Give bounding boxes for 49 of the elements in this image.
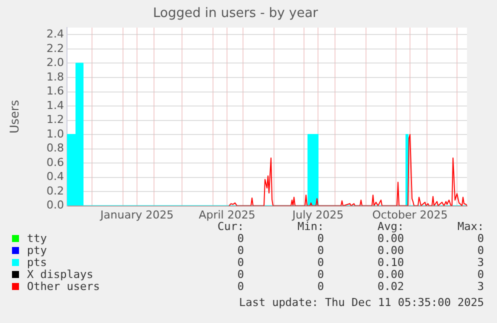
text: Min: — [298, 220, 324, 233]
legend-label: Other users — [26, 280, 101, 293]
text: 0 — [316, 280, 324, 293]
y-tick-label: 1.6 — [46, 84, 64, 98]
text: 0 — [236, 256, 244, 269]
y-tick-label: 2.4 — [46, 28, 64, 41]
y-tick-label: 0.0 — [46, 198, 64, 212]
y-tick-label: 2.0 — [46, 56, 64, 70]
text: 0 — [476, 268, 484, 281]
legend-label: tty — [26, 232, 48, 245]
text: Avg: — [376, 220, 404, 233]
text: Cur: — [218, 220, 244, 233]
legend-label: X displays — [26, 268, 94, 281]
legend-label: pts — [26, 256, 48, 269]
y-tick-label: 0.4 — [46, 170, 64, 184]
y-tick-label: 0.2 — [46, 184, 64, 198]
text: Last update: Thu Dec 11 05:35:00 2025 — [238, 296, 484, 309]
y-tick-label: 1.0 — [46, 127, 64, 140]
x-tick-label: October 2025 — [372, 208, 448, 222]
x-tick-label: July 2025 — [291, 208, 344, 222]
y-tick-label: 1.8 — [46, 70, 64, 84]
y-tick-label: 1.2 — [46, 113, 64, 126]
y-tick-label: 2.2 — [46, 42, 64, 55]
text: 0 — [236, 280, 244, 293]
text: 0 — [236, 232, 244, 245]
text: 0 — [236, 244, 244, 257]
text: 0 — [316, 256, 324, 269]
x-tick-label: April 2025 — [198, 208, 256, 222]
chart-title: Logged in users - by year — [152, 6, 319, 22]
text: 0 — [316, 244, 324, 257]
text: 0.02 — [376, 280, 404, 293]
text: 0.00 — [376, 232, 404, 245]
y-tick-label: 1.4 — [46, 98, 64, 112]
text: 0 — [316, 268, 324, 281]
text: 3 — [476, 256, 484, 269]
text: 0.00 — [376, 244, 404, 257]
text: 0 — [476, 244, 484, 257]
text: 0 — [316, 232, 324, 245]
text: 3 — [476, 280, 484, 293]
text: 0 — [236, 268, 244, 281]
text: 0.10 — [376, 256, 404, 269]
text: 0 — [476, 232, 484, 245]
y-tick-label: 0.6 — [46, 156, 64, 169]
text: Max: — [456, 220, 484, 233]
x-tick-label: January 2025 — [99, 208, 174, 222]
text: 0.00 — [376, 268, 404, 281]
y-tick-label: 0.8 — [46, 142, 64, 155]
y-axis-title: Users — [7, 100, 22, 134]
legend-label: pty — [26, 244, 48, 257]
